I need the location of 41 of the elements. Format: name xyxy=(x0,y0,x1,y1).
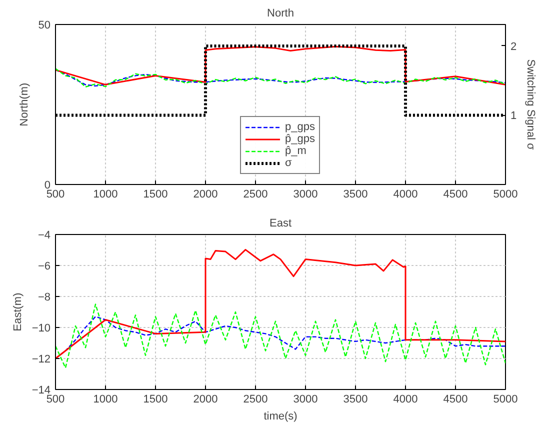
y2-tick-label: 1 xyxy=(510,110,517,122)
x-tick-label: 3000 xyxy=(293,394,318,406)
x-tick-label: 2500 xyxy=(243,394,268,406)
x-tick-label: 3500 xyxy=(343,188,368,200)
x-tick-label: 2000 xyxy=(193,188,218,200)
x-tick-label: 1000 xyxy=(93,394,118,406)
x-tick-label: 1000 xyxy=(93,188,118,200)
legend-label: p_gps xyxy=(285,121,315,133)
legend-label: p̂_gps xyxy=(285,133,315,145)
line-series xyxy=(56,248,506,360)
legend-label: σ xyxy=(285,157,293,169)
y-axis-title: North(m) xyxy=(18,82,30,126)
x-tick-label: 3500 xyxy=(343,394,368,406)
x-axis-title: time(s) xyxy=(264,410,298,422)
x-tick-label: 500 xyxy=(46,394,65,406)
x-tick-label: 1500 xyxy=(143,188,168,200)
y-tick-label: 50 xyxy=(38,20,51,32)
line-series xyxy=(56,46,506,86)
x-tick-label: 2500 xyxy=(243,188,268,200)
x-tick-label: 5000 xyxy=(493,394,518,406)
x-tick-label: 1500 xyxy=(143,394,168,406)
y-tick-label: −8 xyxy=(38,292,51,304)
chart-title: North xyxy=(267,8,294,20)
x-tick-label: 500 xyxy=(46,188,65,200)
x-tick-label: 5000 xyxy=(493,188,518,200)
chart-title: East xyxy=(269,218,292,230)
x-tick-label: 3000 xyxy=(293,188,318,200)
x-tick-label: 4500 xyxy=(443,394,468,406)
y-tick-label: −6 xyxy=(38,260,51,272)
line-series xyxy=(56,304,506,368)
x-tick-label: 4000 xyxy=(393,188,418,200)
y-axis-title: East(m) xyxy=(12,292,24,332)
x-tick-label: 2000 xyxy=(193,394,218,406)
y2-axis-title: Switching Signal σ xyxy=(524,59,537,150)
y2-tick-label: 2 xyxy=(510,40,517,53)
y-tick-label: −12 xyxy=(32,354,51,366)
x-tick-label: 4500 xyxy=(443,188,468,200)
legend-label: p̂_m xyxy=(285,145,306,157)
y-tick-label: −4 xyxy=(38,230,51,242)
x-tick-label: 4000 xyxy=(393,394,418,406)
y-tick-label: −10 xyxy=(32,322,51,334)
